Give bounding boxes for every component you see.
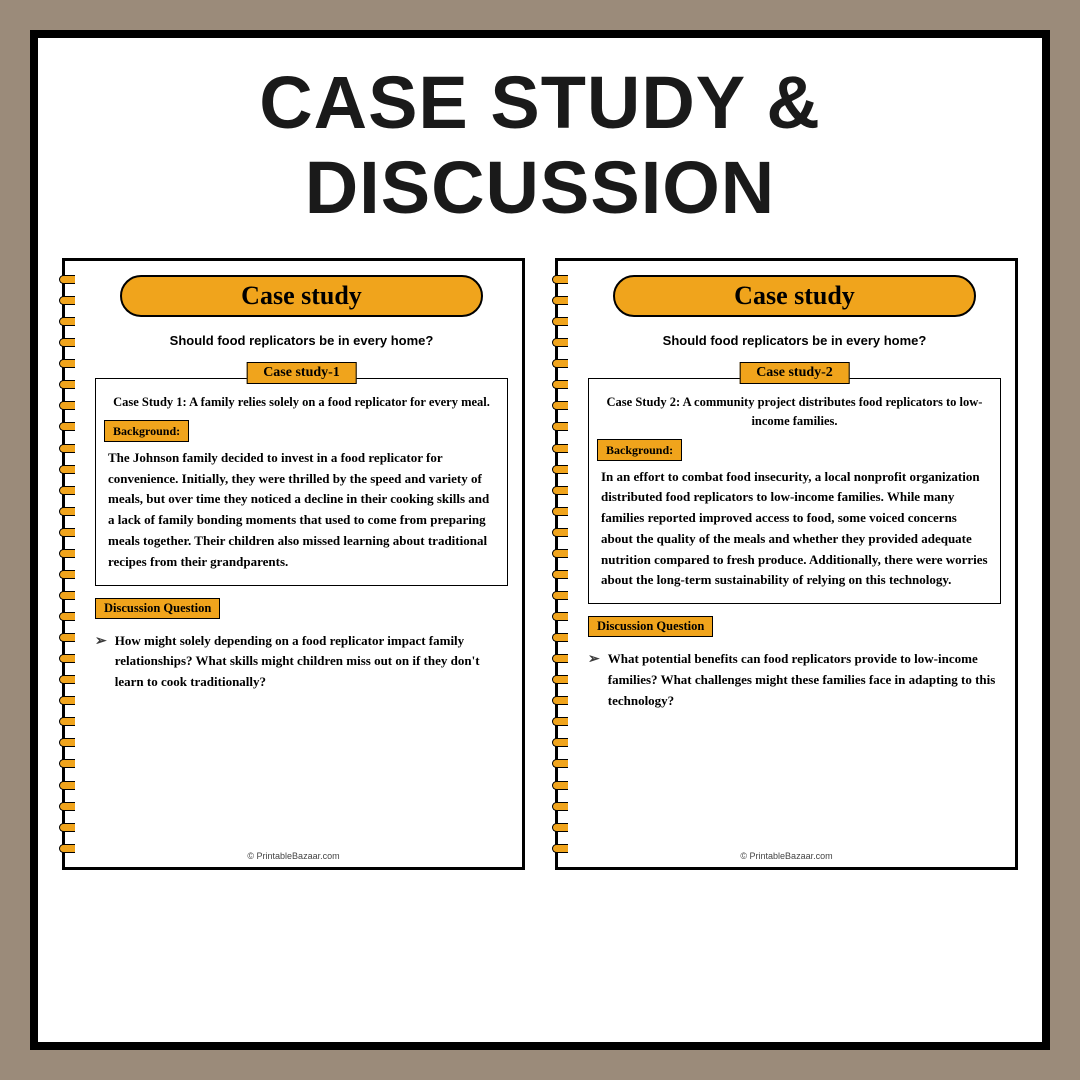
spiral-ring-icon (552, 549, 568, 558)
spiral-ring-icon (59, 633, 75, 642)
spiral-ring-icon (59, 486, 75, 495)
spiral-ring-icon (552, 380, 568, 389)
spiral-ring-icon (59, 654, 75, 663)
spiral-ring-icon (59, 380, 75, 389)
spiral-ring-icon (59, 359, 75, 368)
spiral-ring-icon (552, 823, 568, 832)
discussion-label: Discussion Question (95, 598, 220, 619)
spiral-ring-icon (59, 338, 75, 347)
case-box: Case Study 1: A family relies solely on … (95, 378, 508, 586)
spiral-ring-icon (552, 275, 568, 284)
spiral-ring-icon (59, 570, 75, 579)
page-footer: © PrintableBazaar.com (558, 851, 1015, 861)
background-label: Background: (104, 420, 189, 442)
spiral-ring-icon (59, 781, 75, 790)
background-text: In an effort to combat food insecurity, … (601, 467, 988, 592)
spiral-ring-icon (552, 486, 568, 495)
discussion-row: ➢ What potential benefits can food repli… (588, 649, 1001, 711)
spiral-ring-icon (552, 422, 568, 431)
spiral-ring-icon (552, 781, 568, 790)
bullet-icon: ➢ (588, 649, 600, 711)
spiral-ring-icon (552, 317, 568, 326)
outer-frame: Case study & Discussion Case study Shoul… (30, 30, 1050, 1050)
page-header-pill: Case study (613, 275, 976, 317)
spiral-ring-icon (552, 507, 568, 516)
spiral-ring-icon (552, 612, 568, 621)
spiral-ring-icon (552, 717, 568, 726)
discussion-text: What potential benefits can food replica… (608, 649, 1001, 711)
discussion-row: ➢ How might solely depending on a food r… (95, 631, 508, 693)
spiral-ring-icon (59, 591, 75, 600)
spiral-ring-icon (59, 296, 75, 305)
spiral-ring-icon (59, 612, 75, 621)
spiral-ring-icon (552, 401, 568, 410)
spiral-ring-icon (59, 507, 75, 516)
page-footer: © PrintableBazaar.com (65, 851, 522, 861)
background-text: The Johnson family decided to invest in … (108, 448, 495, 573)
spiral-ring-icon (552, 338, 568, 347)
spiral-ring-icon (59, 528, 75, 537)
discussion-text: How might solely depending on a food rep… (115, 631, 508, 693)
spiral-ring-icon (552, 633, 568, 642)
spiral-ring-icon (59, 717, 75, 726)
pages-row: Case study Should food replicators be in… (62, 258, 1018, 870)
spiral-ring-icon (552, 528, 568, 537)
spiral-ring-icon (552, 675, 568, 684)
spiral-ring-icon (552, 570, 568, 579)
spiral-ring-icon (552, 696, 568, 705)
page-subtitle: Should food replicators be in every home… (588, 333, 1001, 348)
spiral-ring-icon (59, 738, 75, 747)
case-tab: Case study-1 (246, 362, 357, 384)
spiral-ring-icon (59, 675, 75, 684)
spiral-ring-icon (59, 802, 75, 811)
spiral-ring-icon (59, 444, 75, 453)
spiral-binding (59, 269, 77, 859)
case-box-wrap: Case study-2 Case Study 2: A community p… (588, 378, 1001, 604)
spiral-ring-icon (59, 275, 75, 284)
background-label: Background: (597, 439, 682, 461)
spiral-ring-icon (59, 422, 75, 431)
case-box: Case Study 2: A community project distri… (588, 378, 1001, 604)
page-subtitle: Should food replicators be in every home… (95, 333, 508, 348)
spiral-ring-icon (59, 465, 75, 474)
spiral-ring-icon (552, 359, 568, 368)
spiral-ring-icon (59, 696, 75, 705)
spiral-ring-icon (59, 549, 75, 558)
page-header-pill: Case study (120, 275, 483, 317)
main-title: Case study & Discussion (38, 60, 1042, 230)
spiral-ring-icon (59, 759, 75, 768)
spiral-ring-icon (552, 465, 568, 474)
spiral-ring-icon (59, 823, 75, 832)
spiral-ring-icon (552, 654, 568, 663)
spiral-ring-icon (552, 591, 568, 600)
spiral-ring-icon (552, 738, 568, 747)
case-intro: Case Study 2: A community project distri… (601, 393, 988, 431)
case-box-wrap: Case study-1 Case Study 1: A family reli… (95, 378, 508, 586)
spiral-binding (552, 269, 570, 859)
spiral-ring-icon (552, 802, 568, 811)
worksheet-page-1: Case study Should food replicators be in… (62, 258, 525, 870)
case-intro: Case Study 1: A family relies solely on … (108, 393, 495, 412)
discussion-label: Discussion Question (588, 616, 713, 637)
spiral-ring-icon (59, 317, 75, 326)
case-tab: Case study-2 (739, 362, 850, 384)
worksheet-page-2: Case study Should food replicators be in… (555, 258, 1018, 870)
spiral-ring-icon (59, 401, 75, 410)
spiral-ring-icon (552, 444, 568, 453)
spiral-ring-icon (552, 759, 568, 768)
spiral-ring-icon (552, 296, 568, 305)
bullet-icon: ➢ (95, 631, 107, 693)
